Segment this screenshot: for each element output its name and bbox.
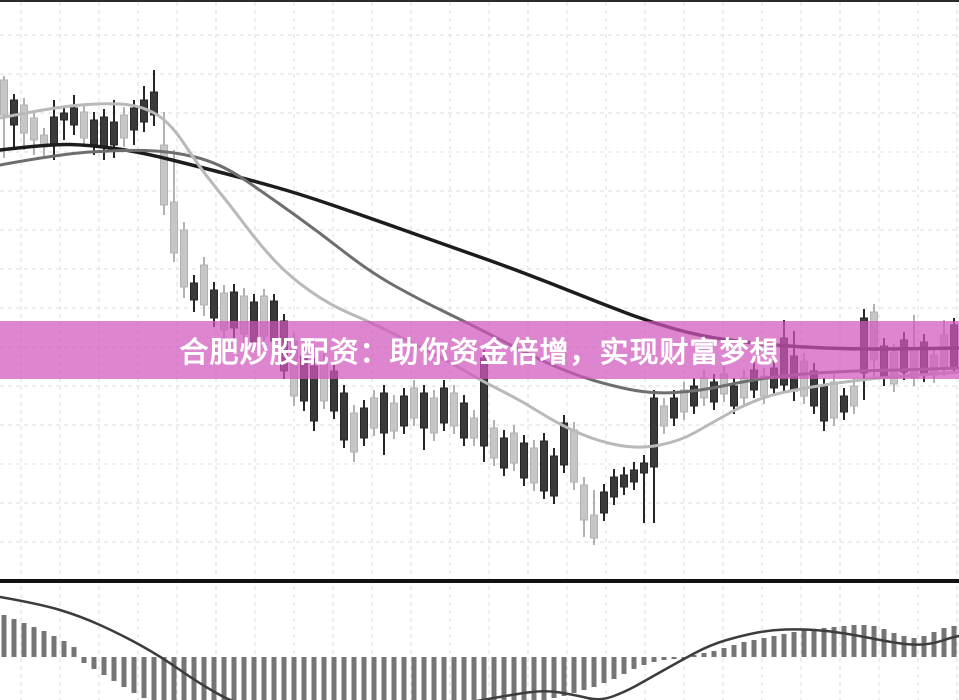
- signal-line-layer: [0, 595, 959, 700]
- promo-banner: 合肥炒股配资：助你资金倍增，实现财富梦想: [0, 321, 959, 379]
- promo-banner-text: 合肥炒股配资：助你资金倍增，实现财富梦想: [179, 337, 780, 369]
- histogram-layer: [1, 615, 957, 700]
- frame-lines: [0, 0, 959, 583]
